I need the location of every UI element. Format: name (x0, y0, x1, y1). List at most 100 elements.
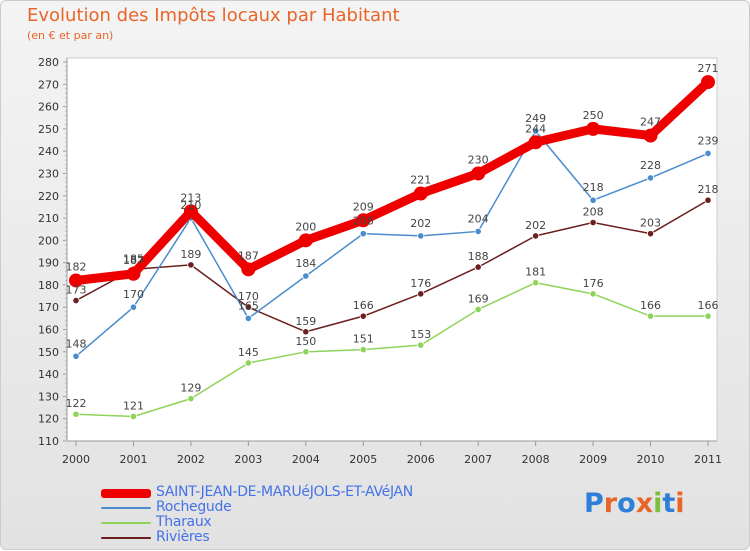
data-label: 221 (410, 174, 431, 187)
data-label: 218 (583, 181, 604, 194)
series-line (75, 130, 709, 358)
x-tick-label: 2008 (522, 453, 550, 466)
data-label: 247 (640, 116, 661, 129)
y-tick-label: 210 (38, 212, 59, 225)
logo-letter: t (662, 488, 676, 519)
data-point (244, 359, 252, 367)
data-label: 249 (525, 112, 546, 125)
data-point (532, 279, 540, 287)
data-point (646, 312, 655, 320)
series-2 (72, 279, 712, 421)
data-point (183, 204, 198, 219)
logo-letter: o (617, 488, 636, 519)
data-label: 189 (180, 248, 201, 261)
data-point (69, 273, 83, 288)
y-tick-label: 190 (38, 257, 59, 270)
data-label: 185 (123, 252, 144, 265)
data-label: 188 (468, 250, 489, 263)
legend-swatch (101, 506, 151, 509)
data-point (471, 166, 486, 181)
data-label: 271 (698, 62, 719, 75)
legend-label: Rivières (156, 529, 210, 545)
data-point (302, 348, 310, 356)
data-label: 173 (66, 284, 87, 297)
data-point (704, 196, 712, 204)
data-point (129, 412, 138, 421)
data-point (359, 312, 367, 320)
y-tick-label: 260 (38, 101, 59, 114)
y-tick-label: 120 (38, 413, 59, 426)
data-point (474, 263, 482, 271)
legend-label: Tharaux (156, 514, 212, 530)
data-label: 170 (238, 290, 259, 303)
data-label: 165 (238, 299, 259, 312)
data-label: 122 (66, 397, 87, 410)
data-label: 121 (123, 399, 144, 412)
data-point (589, 290, 597, 298)
data-label: 169 (468, 292, 489, 305)
data-label: 209 (353, 200, 374, 213)
proxiti-logo[interactable]: Proxiti (584, 488, 685, 519)
data-point (129, 303, 138, 311)
plot-area (66, 57, 718, 442)
legend-swatch (101, 521, 151, 524)
data-point (474, 305, 482, 314)
data-label: 150 (295, 335, 316, 348)
chart-title: Evolution des Impôts locaux par Habitant (27, 5, 400, 26)
data-label: 166 (353, 299, 374, 312)
data-point (646, 174, 655, 182)
data-label: 200 (295, 220, 316, 233)
data-label: 151 (353, 333, 374, 346)
data-point (532, 127, 540, 135)
series-line (71, 77, 713, 285)
x-tick-label: 2004 (292, 453, 320, 466)
data-label: 213 (180, 191, 201, 204)
data-point (72, 410, 80, 418)
data-point (589, 218, 597, 227)
data-label: 159 (295, 315, 316, 328)
data-point (298, 233, 313, 248)
data-point (701, 75, 715, 90)
x-tick-label: 2002 (177, 453, 205, 466)
data-label: 187 (123, 254, 144, 267)
data-label: 145 (238, 346, 259, 359)
legend-label: Rochegude (156, 499, 232, 515)
data-point (244, 314, 252, 322)
data-label: 202 (410, 217, 431, 230)
data-point (586, 121, 601, 136)
data-point (356, 213, 371, 228)
data-label: 153 (410, 328, 431, 341)
data-point (359, 345, 367, 354)
data-point (528, 135, 543, 150)
y-tick-label: 230 (38, 167, 59, 180)
data-point (474, 227, 482, 236)
series-3 (72, 196, 712, 336)
data-point (413, 186, 428, 201)
chart-subtitle: (en € et par an) (27, 29, 114, 42)
data-point (187, 395, 195, 403)
y-tick-label: 150 (38, 346, 59, 359)
data-point (643, 128, 658, 143)
data-point (417, 232, 425, 240)
data-label: 208 (583, 206, 604, 219)
data-label: 182 (66, 260, 87, 273)
x-tick-label: 2010 (637, 453, 665, 466)
y-tick-label: 130 (38, 390, 59, 403)
logo-letter: i (675, 488, 685, 519)
data-point (302, 328, 310, 336)
data-point (532, 232, 540, 240)
logo-letter: r (603, 488, 618, 519)
x-tick-label: 2009 (579, 453, 607, 466)
data-label: 204 (468, 212, 489, 225)
series-0 (69, 75, 715, 288)
logo-letter: i (653, 488, 663, 519)
data-label: 184 (295, 257, 316, 270)
legend-swatch (101, 536, 151, 539)
data-label: 166 (698, 299, 719, 312)
y-tick-label: 280 (38, 56, 59, 69)
data-label: 202 (525, 219, 546, 232)
data-point (646, 230, 655, 238)
data-point (417, 341, 425, 349)
